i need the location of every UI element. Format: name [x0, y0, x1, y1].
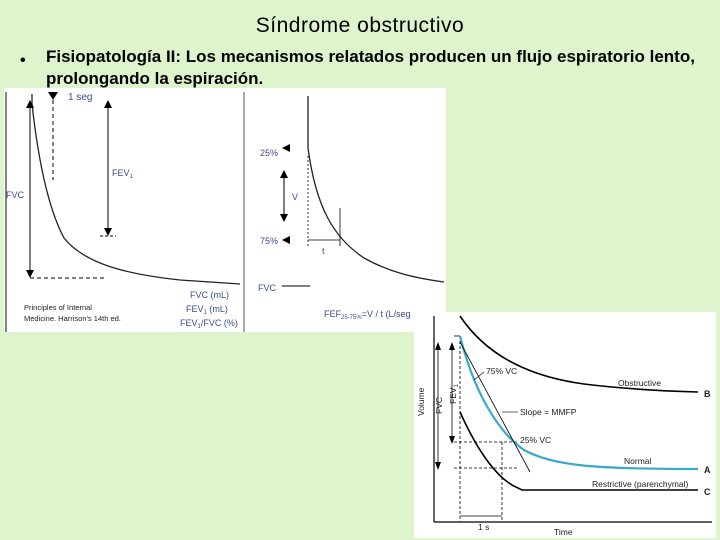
spirogram-curve — [31, 94, 241, 285]
label-25pct: 25% — [260, 148, 278, 158]
axis-fev1-label: FEV1 — [448, 383, 460, 404]
label-fvc: FVC — [6, 190, 25, 200]
axis-fvc-label: FVC — [434, 397, 444, 414]
credit-line-1: Principles of Internal — [24, 303, 92, 312]
label-75pct: 75% — [260, 236, 278, 246]
label-obstructive: Obstructive — [618, 378, 661, 388]
label-v: V — [292, 192, 298, 202]
label-restrictive: Restrictive (parenchymal) — [592, 479, 689, 489]
marker-75pct-icon — [282, 236, 290, 244]
label-25vc: 25% VC — [520, 435, 551, 445]
label-1seg: 1 seg — [68, 92, 92, 103]
slide-title: Síndrome obstructivo — [255, 14, 465, 37]
bullet-marker: • — [20, 52, 26, 69]
legend-fev1: FEV1 (mL) — [186, 304, 228, 316]
normal-curve — [458, 335, 699, 471]
credit-line-2: Medicine. Harrison's 14th ed. — [24, 314, 121, 323]
label-c: C — [704, 487, 711, 497]
label-b: B — [704, 389, 711, 399]
axis-1s-label: 1 s — [478, 522, 489, 532]
label-t: t — [322, 246, 325, 256]
fef-curve — [307, 96, 445, 283]
fef-formula: FEF25-75%=V / t (L/seg — [324, 309, 410, 321]
label-a: A — [704, 465, 711, 475]
label-slope: Slope = MMFP — [520, 407, 577, 417]
obstructive-curve — [459, 315, 699, 393]
label-fev1: FEV1 — [112, 168, 134, 180]
bullet-text: Fisiopatología II: Los mecanismos relata… — [46, 47, 695, 88]
restrictive-curve — [459, 411, 698, 491]
legend-fev1-fvc: FEV1/FVC (%) — [180, 318, 238, 330]
label-75vc: 75% VC — [486, 366, 517, 376]
axis-volume-label: Volume — [416, 387, 426, 416]
label-fvc-right: FVC — [258, 283, 277, 293]
one-second-marker-icon — [48, 92, 58, 100]
marker-25pct-icon — [282, 144, 290, 152]
label-normal: Normal — [624, 456, 652, 466]
volume-time-figure: Volume FVC FEV1 1 s Time 75% VC Obstruct… — [414, 312, 716, 538]
slope-line — [459, 341, 531, 473]
axis-time-label: Time — [554, 527, 573, 537]
spirogram-figure: 1 seg FEV1 FVC FVC (mL) FEV1 (mL) FEV1/F… — [4, 88, 446, 332]
legend-fvc: FVC (mL) — [190, 290, 229, 300]
